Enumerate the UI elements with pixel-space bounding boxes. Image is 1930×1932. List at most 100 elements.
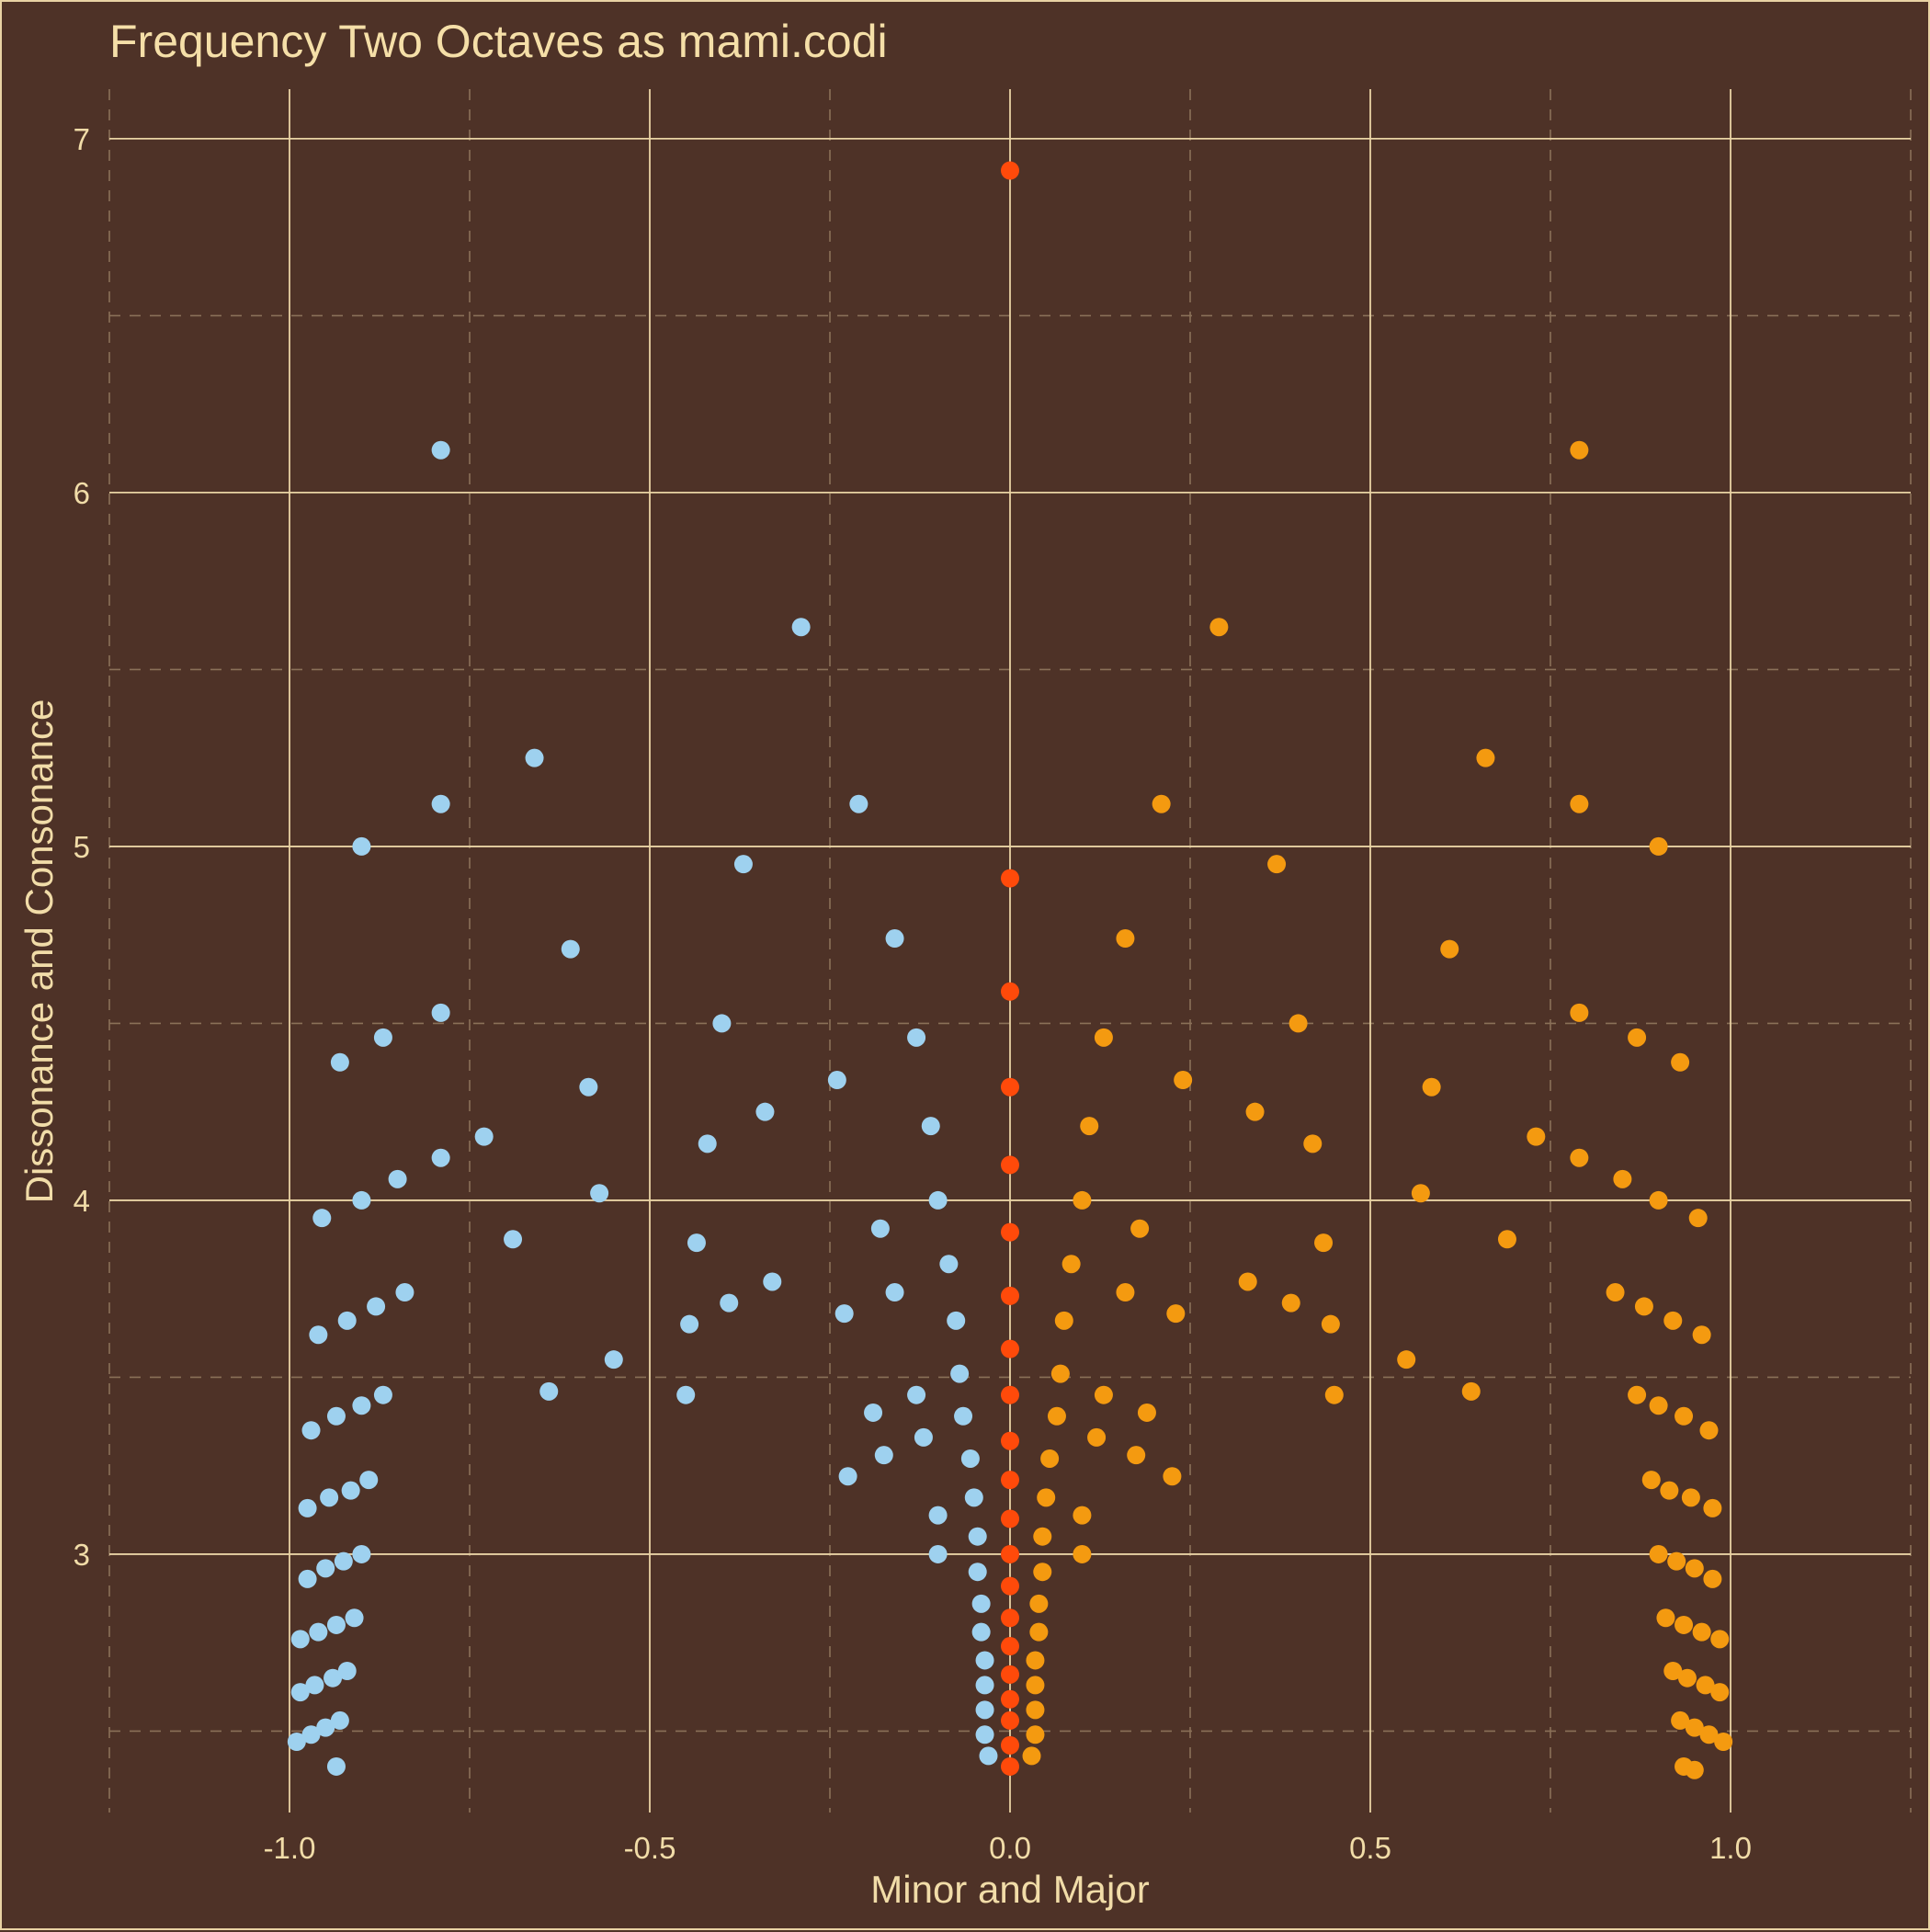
data-point (1073, 1544, 1092, 1563)
data-point (1703, 1498, 1722, 1517)
data-point (1685, 1718, 1704, 1737)
data-point (885, 1283, 904, 1302)
data-point (1411, 1184, 1430, 1203)
data-point (698, 1134, 717, 1154)
data-point (341, 1481, 360, 1500)
data-point (1022, 1746, 1041, 1766)
data-point (921, 1117, 940, 1136)
data-point (352, 1396, 371, 1415)
data-point (928, 1544, 948, 1563)
data-point (1029, 1622, 1049, 1642)
data-point (1699, 1421, 1719, 1440)
data-point (312, 1209, 332, 1228)
data-point (1050, 1364, 1070, 1383)
data-point (1628, 1385, 1647, 1404)
data-point (1685, 1559, 1704, 1578)
data-point (1649, 1396, 1668, 1415)
data-point (309, 1325, 328, 1345)
y-tick-label: 5 (74, 830, 90, 864)
data-point (1026, 1725, 1045, 1744)
data-point (1649, 1544, 1668, 1563)
data-point (975, 1700, 994, 1720)
data-point (1209, 618, 1229, 637)
data-point (1570, 794, 1589, 813)
data-point (326, 1756, 346, 1776)
data-point (316, 1718, 335, 1737)
data-point (1671, 1710, 1690, 1730)
data-point (1174, 1071, 1193, 1090)
x-tick-label: -1.0 (264, 1831, 316, 1865)
data-point (885, 929, 904, 949)
y-axis-ticks: 3 4 5 6 7 (74, 122, 90, 1572)
data-point (968, 1563, 987, 1582)
data-point (1026, 1700, 1045, 1720)
data-point (1037, 1488, 1056, 1507)
data-point (1681, 1488, 1700, 1507)
data-point (1476, 748, 1495, 767)
data-point (954, 1406, 973, 1426)
data-point (320, 1488, 339, 1507)
data-point (964, 1488, 983, 1507)
data-point (1238, 1272, 1257, 1291)
data-point (1570, 1148, 1589, 1167)
data-point (345, 1608, 364, 1628)
data-point (928, 1506, 948, 1525)
data-point (337, 1661, 357, 1680)
data-point (561, 939, 580, 959)
x-tick-label: -0.5 (624, 1831, 676, 1865)
x-tick-label: 0.0 (989, 1831, 1031, 1865)
data-point (849, 794, 868, 813)
data-point (431, 1148, 450, 1167)
data-point (431, 794, 450, 813)
data-point (975, 1725, 994, 1744)
data-point (733, 855, 753, 874)
data-point (1314, 1233, 1334, 1253)
data-point (1033, 1563, 1052, 1582)
data-point (334, 1551, 353, 1571)
data-point (1699, 1725, 1719, 1744)
data-point (1440, 939, 1459, 959)
data-point (337, 1311, 357, 1330)
data-point (1649, 1190, 1668, 1210)
data-point (1570, 1003, 1589, 1022)
data-point (1677, 1668, 1697, 1688)
data-point (305, 1676, 324, 1695)
data-point (1289, 1014, 1308, 1033)
chart-title: Frequency Two Octaves as mami.codi (109, 16, 888, 67)
data-point (1152, 794, 1171, 813)
data-point (1001, 1339, 1019, 1358)
data-point (755, 1102, 775, 1121)
data-point (1663, 1311, 1683, 1330)
data-point (1073, 1190, 1092, 1210)
data-point (1527, 1127, 1546, 1146)
y-tick-label: 4 (74, 1184, 90, 1218)
data-point (1001, 1222, 1019, 1242)
data-point (687, 1233, 706, 1253)
data-point (1267, 855, 1287, 874)
data-point (975, 1651, 994, 1670)
y-tick-label: 6 (74, 476, 90, 510)
x-tick-label: 0.5 (1349, 1831, 1391, 1865)
x-tick-label: 1.0 (1709, 1831, 1752, 1865)
data-point (1080, 1117, 1099, 1136)
data-point (1001, 1471, 1019, 1490)
data-point (870, 1219, 890, 1238)
data-point (1001, 1155, 1019, 1175)
data-point (971, 1622, 991, 1642)
data-point (864, 1403, 883, 1422)
data-point (590, 1184, 609, 1203)
data-point (1029, 1594, 1049, 1613)
data-point (330, 1710, 349, 1730)
data-point (1001, 1385, 1019, 1404)
data-point (1026, 1676, 1045, 1695)
data-point (1137, 1403, 1156, 1422)
data-point (1001, 1710, 1019, 1730)
data-point (1001, 1431, 1019, 1450)
data-point (1641, 1471, 1661, 1490)
data-point (474, 1127, 494, 1146)
data-point (1675, 1406, 1694, 1426)
data-point (1001, 1576, 1019, 1596)
data-point (979, 1746, 998, 1766)
